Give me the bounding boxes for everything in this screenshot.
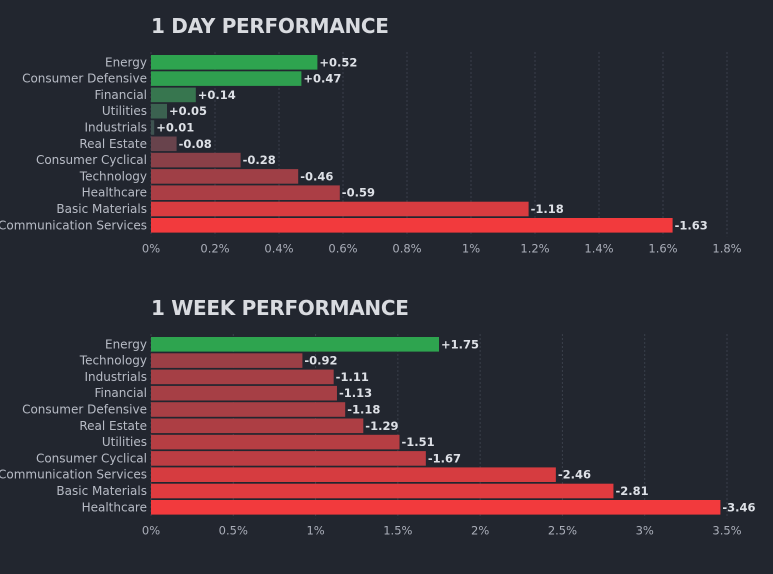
value-label: -0.08 [179,137,212,151]
bar[interactable] [151,369,334,385]
value-label: -0.28 [243,153,276,167]
x-tick-label: 1.6% [648,241,677,255]
bar[interactable] [151,385,337,401]
category-label: Healthcare [82,500,147,514]
category-label: Basic Materials [56,484,147,498]
value-label: -0.92 [304,354,337,368]
x-tick-label: 0.6% [328,241,357,255]
x-tick-label: 0% [142,241,160,255]
x-tick-label: 0.5% [219,523,248,537]
x-tick-label: 1% [306,523,324,537]
x-tick-label: 1.8% [712,241,741,255]
category-label: Consumer Defensive [22,72,147,86]
x-tick-label: 1% [462,241,480,255]
x-tick-label: 0.4% [264,241,293,255]
x-tick-label: 2% [471,523,489,537]
bar[interactable] [151,169,299,184]
x-tick-label: 0.8% [392,241,421,255]
bar[interactable] [151,120,155,135]
value-label: -1.29 [365,419,398,433]
value-label: -1.13 [339,386,372,400]
category-label: Technology [79,354,147,368]
bar[interactable] [151,103,167,119]
x-tick-label: 1.4% [584,241,613,255]
bar[interactable] [151,402,346,417]
value-label: -2.81 [615,484,648,498]
category-label: Basic Materials [56,202,147,216]
x-tick-label: 0.2% [200,241,229,255]
category-label: Real Estate [79,137,147,151]
bar[interactable] [151,483,614,499]
category-label: Utilities [102,435,147,449]
bar[interactable] [151,500,721,515]
chart-title-1week: 1 WEEK PERFORMANCE [151,296,409,320]
category-label: Communication Services [0,218,147,232]
category-label: Consumer Cyclical [36,451,147,465]
bar[interactable] [151,136,177,152]
value-label: -0.46 [300,169,333,183]
category-label: Energy [105,337,147,351]
value-label: -1.18 [347,403,380,417]
value-label: -1.63 [675,218,708,232]
bar[interactable] [151,55,318,70]
bar[interactable] [151,201,529,217]
category-label: Healthcare [82,186,147,200]
x-tick-label: 0% [142,523,160,537]
chart-1week: 0% 0.5% 1% 1.5% 2% 2.5% 3% 3.5% Energy +1.75 Techn… [0,334,756,537]
category-label: Utilities [102,104,147,118]
category-label: Financial [94,88,147,102]
x-tick-label: 1.5% [383,523,412,537]
x-tick-label: 2.5% [548,523,577,537]
value-label: -1.67 [428,451,461,465]
bar[interactable] [151,353,303,368]
category-label: Energy [105,55,147,69]
value-label: +0.52 [319,55,357,69]
category-label: Industrials [84,370,147,384]
value-label: -3.46 [722,500,755,514]
bar[interactable] [151,434,400,450]
bar[interactable] [151,418,364,434]
bar[interactable] [151,218,673,233]
value-label: -1.18 [531,202,564,216]
bar[interactable] [151,337,439,352]
chart-1day: 0% 0.2% 0.4% 0.6% 0.8% 1% 1.2% 1.4% 1.6% 1.8% Ener… [0,52,742,255]
category-label: Consumer Cyclical [36,153,147,167]
value-label: +0.01 [156,121,194,135]
bar[interactable] [151,71,302,86]
bar[interactable] [151,87,196,103]
value-label: -1.51 [402,435,435,449]
value-label: -1.11 [336,370,369,384]
bar[interactable] [151,185,340,200]
bar[interactable] [151,152,241,168]
category-label: Industrials [84,121,147,135]
value-label: -0.59 [342,186,375,200]
x-tick-label: 3% [636,523,654,537]
bar[interactable] [151,451,426,466]
value-label: +1.75 [441,337,479,351]
category-label: Communication Services [0,468,147,482]
category-label: Financial [94,386,147,400]
category-label: Real Estate [79,419,147,433]
value-label: +0.47 [303,72,341,86]
category-label: Technology [79,169,147,183]
x-tick-label: 1.2% [520,241,549,255]
bar[interactable] [151,467,556,482]
x-tick-label: 3.5% [712,523,741,537]
value-label: +0.14 [198,88,236,102]
category-label: Consumer Defensive [22,403,147,417]
value-label: +0.05 [169,104,207,118]
value-label: -2.46 [558,468,591,482]
chart-title-1day: 1 DAY PERFORMANCE [151,14,389,38]
